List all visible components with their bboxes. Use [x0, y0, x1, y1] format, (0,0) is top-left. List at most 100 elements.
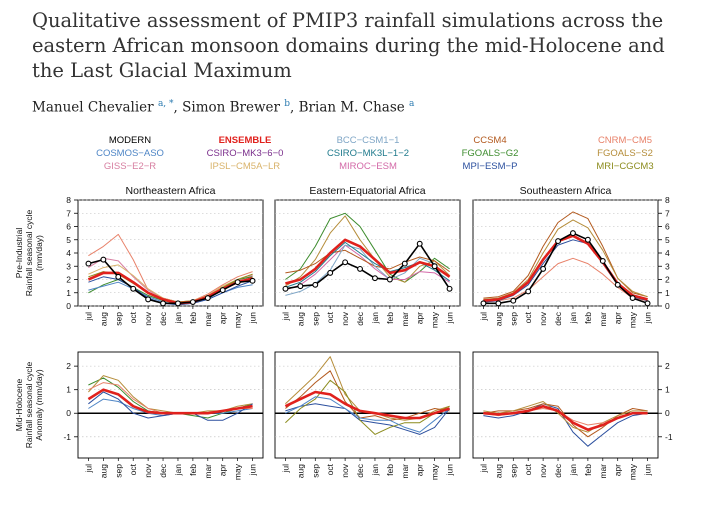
x-tick-label: aug	[98, 312, 108, 326]
x-tick-label: dec	[158, 463, 168, 477]
series-line	[88, 233, 253, 303]
data-point	[495, 300, 502, 307]
x-tick-label: jan	[370, 464, 380, 477]
x-tick-label: jan	[173, 464, 183, 477]
y-axis-label: Mid-Holocene	[14, 379, 24, 432]
author-name: Manuel Chevalier	[32, 99, 154, 116]
x-tick-label: aug	[295, 312, 305, 326]
series-line	[483, 401, 648, 433]
x-tick-label: apr	[415, 464, 425, 476]
legend-item: BCC−CSM1−1	[337, 135, 400, 146]
x-tick-label: aug	[98, 464, 108, 478]
x-tick-label: feb	[583, 312, 593, 324]
series-line	[483, 257, 648, 303]
x-tick-label: mar	[203, 464, 213, 479]
panel-frame	[472, 351, 659, 459]
y-tick-label: 4	[665, 248, 670, 258]
x-tick-label: may	[628, 463, 638, 480]
x-tick-label: oct	[325, 311, 335, 323]
x-tick-label: jan	[370, 312, 380, 325]
author-affiliation[interactable]: a, *	[157, 99, 174, 109]
panel-title: Eastern-Equatorial Africa	[309, 185, 425, 197]
x-tick-label: nov	[143, 463, 153, 477]
legend-item: IPSL−CM5A−LR	[210, 161, 280, 172]
x-tick-label: sep	[310, 312, 320, 326]
data-point	[282, 285, 289, 292]
data-point	[599, 258, 606, 264]
x-tick-label: apr	[613, 312, 623, 324]
x-tick-label: dec	[553, 311, 563, 325]
y-tick-label: 0	[66, 408, 71, 418]
y-tick-label: 6	[665, 222, 670, 232]
x-tick-label: feb	[583, 464, 593, 476]
y-tick-label: 4	[66, 248, 71, 258]
legend-item: MODERN	[109, 135, 151, 146]
x-tick-label: feb	[385, 464, 395, 476]
x-tick-label: nov	[340, 463, 350, 477]
series-line	[88, 382, 253, 414]
x-tick-label: oct	[325, 463, 335, 475]
y-tick-label: 3	[66, 261, 71, 271]
data-point	[570, 230, 576, 237]
y-tick-label: 2	[665, 275, 670, 285]
data-point	[204, 295, 211, 302]
data-point	[130, 285, 137, 292]
data-point	[327, 269, 334, 276]
x-tick-label: jul	[478, 312, 488, 322]
y-tick-label: 7	[66, 208, 71, 218]
x-tick-label: jul	[478, 464, 488, 474]
data-point	[115, 273, 122, 280]
panel-title: Northeastern Africa	[126, 185, 216, 197]
x-tick-label: may	[233, 311, 243, 328]
author-line: Manuel Chevalier a, *, Simon Brewer b, B…	[32, 99, 415, 116]
x-tick-label: mar	[203, 312, 213, 327]
x-tick-label: jun	[445, 312, 455, 325]
x-tick-label: sep	[113, 312, 123, 326]
data-point	[372, 275, 378, 282]
data-point	[234, 279, 241, 286]
author-name: Brian M. Chase	[298, 99, 405, 116]
series-line	[483, 404, 648, 432]
x-tick-label: apr	[613, 464, 623, 476]
x-tick-label: sep	[508, 464, 518, 478]
y-tick-label: 0	[66, 301, 71, 311]
y-axis-label: Pre-Industrial	[14, 228, 24, 279]
data-point	[614, 281, 621, 288]
legend-item: MIROC−ESM	[339, 161, 397, 172]
y-tick-label: 2	[66, 361, 71, 371]
y-axis-label: (mm/day)	[34, 235, 44, 271]
series-line	[284, 390, 450, 420]
x-tick-label: dec	[355, 463, 365, 477]
x-tick-label: dec	[355, 311, 365, 325]
data-point	[584, 236, 591, 243]
data-point	[85, 260, 92, 267]
x-tick-label: oct	[523, 463, 533, 475]
author-affiliation[interactable]: b	[284, 99, 291, 109]
x-tick-label: feb	[385, 312, 395, 324]
x-tick-label: jun	[643, 464, 653, 477]
data-point	[629, 295, 636, 302]
y-tick-label: 3	[665, 261, 670, 271]
y-tick-label: 1	[66, 288, 71, 298]
x-tick-label: aug	[493, 312, 503, 326]
data-point	[480, 300, 487, 307]
x-tick-label: nov	[340, 311, 350, 325]
series-line	[285, 238, 451, 285]
panel-title: Southeastern Africa	[520, 185, 612, 197]
data-point	[189, 299, 196, 305]
author-affiliation[interactable]: a	[409, 99, 415, 109]
x-tick-label: mar	[400, 464, 410, 479]
x-tick-label: may	[430, 311, 440, 328]
series-line	[88, 375, 253, 414]
data-point	[525, 288, 532, 295]
data-point	[297, 283, 304, 290]
x-tick-label: mar	[598, 312, 608, 327]
x-tick-label: jun	[643, 312, 653, 325]
series-line	[88, 391, 253, 421]
y-tick-label: 5	[665, 235, 670, 245]
data-point	[386, 276, 393, 283]
x-tick-label: may	[233, 463, 243, 480]
x-tick-label: jan	[173, 312, 183, 325]
data-point	[510, 297, 517, 304]
legend-item: GISS−E2−R	[104, 161, 156, 172]
